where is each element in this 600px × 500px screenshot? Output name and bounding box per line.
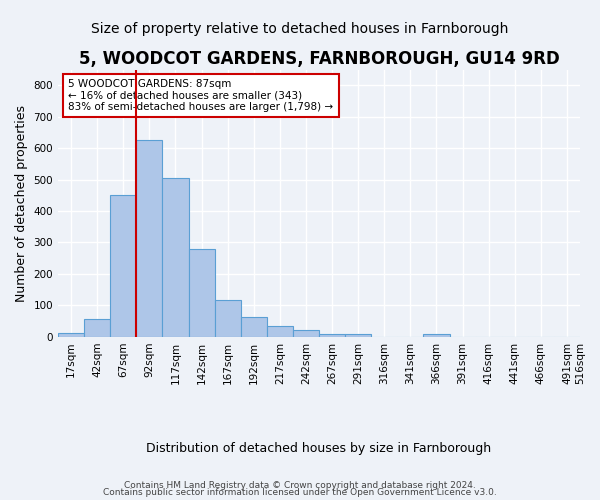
Bar [84, 320, 110, 336]
X-axis label: Distribution of detached houses by size in Farnborough: Distribution of detached houses by size … [146, 442, 491, 455]
Bar [424, 334, 449, 336]
Bar [110, 196, 136, 336]
Bar [188, 248, 215, 336]
Text: Contains public sector information licensed under the Open Government Licence v3: Contains public sector information licen… [103, 488, 497, 497]
Bar [267, 326, 293, 336]
Bar [241, 317, 267, 336]
Bar [163, 178, 188, 336]
Bar [215, 300, 241, 337]
Bar [319, 334, 345, 336]
Y-axis label: Number of detached properties: Number of detached properties [15, 104, 28, 302]
Bar [136, 140, 163, 336]
Bar [345, 334, 371, 336]
Text: 5 WOODCOT GARDENS: 87sqm
← 16% of detached houses are smaller (343)
83% of semi-: 5 WOODCOT GARDENS: 87sqm ← 16% of detach… [68, 79, 334, 112]
Title: 5, WOODCOT GARDENS, FARNBOROUGH, GU14 9RD: 5, WOODCOT GARDENS, FARNBOROUGH, GU14 9R… [79, 50, 559, 68]
Text: Size of property relative to detached houses in Farnborough: Size of property relative to detached ho… [91, 22, 509, 36]
Bar [293, 330, 319, 336]
Bar [58, 332, 84, 336]
Text: Contains HM Land Registry data © Crown copyright and database right 2024.: Contains HM Land Registry data © Crown c… [124, 480, 476, 490]
